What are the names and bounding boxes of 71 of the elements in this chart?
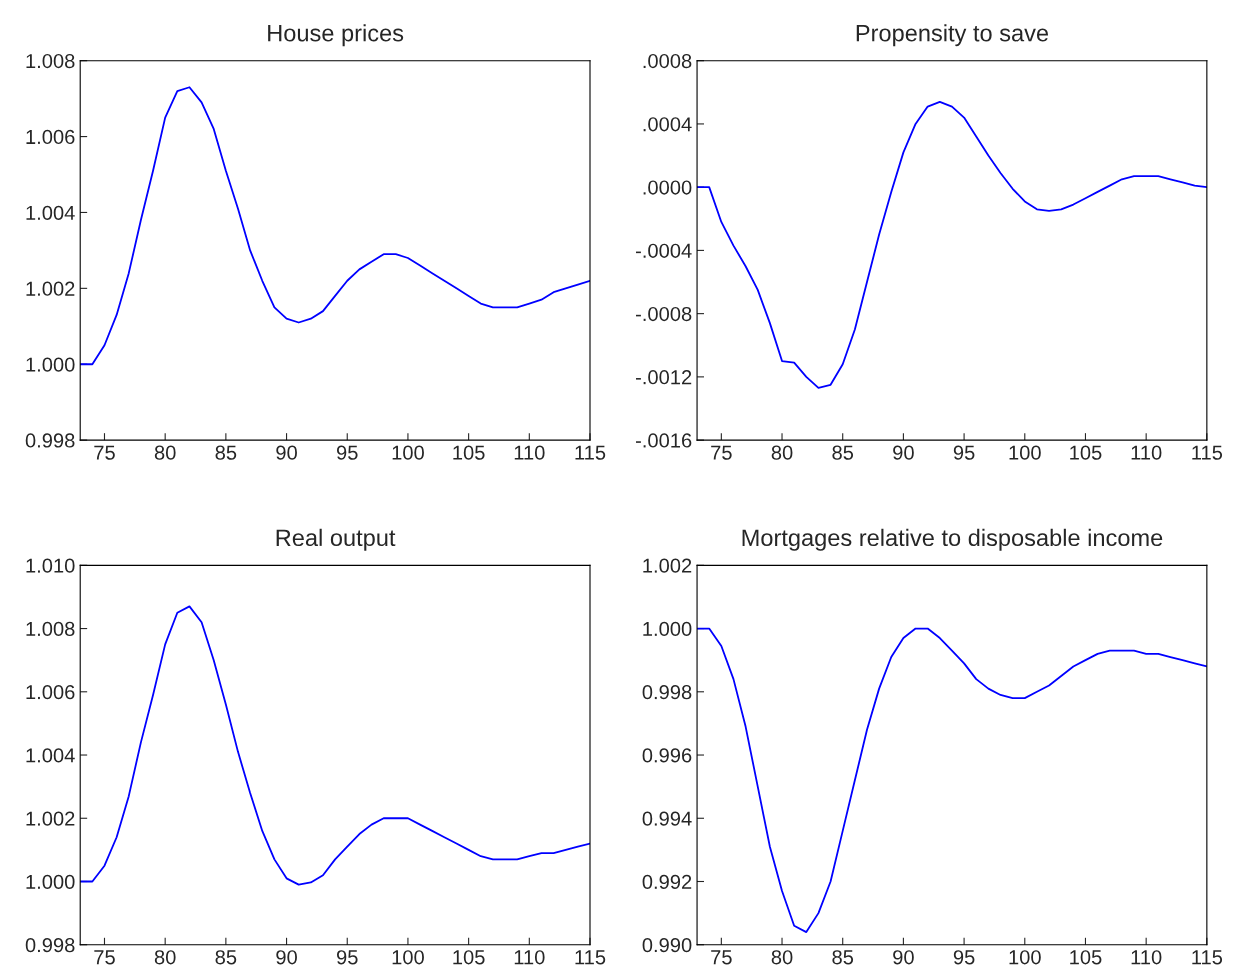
y-tick-label: .0004 bbox=[643, 117, 692, 132]
y-tick-label: .0008 bbox=[643, 53, 692, 69]
x-tick-label: 95 bbox=[953, 950, 975, 965]
y-tick-label: 1.000 bbox=[26, 874, 75, 889]
x-tick-label: 95 bbox=[336, 445, 358, 460]
y-tick-label: 1.002 bbox=[26, 281, 75, 296]
y-tick-label: 1.000 bbox=[26, 357, 75, 372]
y-tick-label: 0.996 bbox=[642, 748, 692, 763]
x-tick-label: 105 bbox=[453, 950, 485, 965]
chart-title: House prices bbox=[268, 24, 404, 47]
x-tick-label: 100 bbox=[392, 445, 424, 460]
x-tick-label: 100 bbox=[1009, 950, 1041, 965]
line-series bbox=[697, 100, 1207, 389]
x-tick-label: 85 bbox=[832, 445, 854, 460]
x-tick-label: 115 bbox=[1192, 950, 1223, 965]
x-tick-label: 85 bbox=[215, 950, 237, 965]
line-series bbox=[697, 627, 1207, 933]
y-tick-label: 1.006 bbox=[26, 129, 75, 145]
x-tick-label: 75 bbox=[94, 445, 115, 460]
y-tick-label: -.0004 bbox=[635, 243, 692, 258]
chart-title: Real output bbox=[276, 528, 396, 551]
y-tick-label: 1.008 bbox=[26, 53, 75, 69]
x-tick-label: 95 bbox=[336, 950, 358, 965]
x-tick-label: 110 bbox=[514, 445, 545, 460]
y-tick-label: .0000 bbox=[643, 180, 692, 195]
x-tick-label: 115 bbox=[575, 445, 606, 460]
x-tick-label: 75 bbox=[94, 950, 115, 965]
x-tick-label: 110 bbox=[514, 950, 545, 965]
x-tick-label: 80 bbox=[154, 445, 176, 460]
x-tick-label: 75 bbox=[711, 445, 732, 460]
y-tick-label: 0.990 bbox=[642, 937, 692, 953]
x-tick-label: 105 bbox=[1070, 445, 1102, 460]
y-tick-label: 0.998 bbox=[642, 685, 692, 700]
y-tick-label: 1.010 bbox=[26, 558, 75, 573]
x-tick-label: 115 bbox=[1192, 445, 1223, 460]
chart-title: Propensity to save bbox=[856, 24, 1049, 47]
x-tick-label: 110 bbox=[1131, 950, 1162, 965]
x-tick-label: 115 bbox=[575, 950, 606, 965]
y-tick-label: -.0012 bbox=[635, 370, 692, 385]
x-tick-label: 110 bbox=[1131, 445, 1162, 460]
y-tick-label: 1.006 bbox=[26, 685, 75, 700]
x-tick-label: 90 bbox=[893, 950, 914, 965]
y-tick-label: 1.004 bbox=[26, 205, 75, 220]
x-tick-label: 95 bbox=[953, 445, 975, 460]
x-tick-label: 100 bbox=[392, 950, 424, 965]
y-tick-label: 1.002 bbox=[26, 811, 75, 826]
y-tick-label: -.0008 bbox=[635, 306, 692, 322]
y-tick-label: 0.994 bbox=[642, 811, 692, 826]
y-tick-label: 1.008 bbox=[26, 621, 75, 637]
x-tick-label: 80 bbox=[771, 950, 793, 965]
x-tick-label: 105 bbox=[453, 445, 485, 460]
y-tick-label: 1.000 bbox=[643, 621, 692, 637]
x-tick-label: 85 bbox=[215, 445, 237, 460]
x-tick-label: 100 bbox=[1009, 445, 1041, 460]
x-tick-label: 80 bbox=[154, 950, 176, 965]
y-tick-label: 1.002 bbox=[643, 558, 692, 573]
x-tick-label: 75 bbox=[711, 950, 732, 965]
y-tick-label: 0.992 bbox=[642, 874, 692, 889]
y-tick-label: 0.998 bbox=[25, 433, 75, 448]
x-tick-label: 105 bbox=[1070, 950, 1102, 965]
x-tick-label: 80 bbox=[771, 445, 793, 460]
y-tick-label: -.0016 bbox=[635, 433, 692, 448]
x-tick-label: 85 bbox=[832, 950, 854, 965]
x-tick-label: 90 bbox=[893, 445, 914, 460]
y-tick-label: 1.004 bbox=[26, 748, 75, 763]
line-series bbox=[80, 86, 590, 366]
y-tick-label: 0.998 bbox=[25, 937, 75, 953]
line-series bbox=[80, 605, 590, 886]
x-tick-label: 90 bbox=[276, 445, 297, 460]
chart-title: Mortgages relative to disposable income bbox=[742, 528, 1163, 551]
x-tick-label: 90 bbox=[276, 950, 297, 965]
